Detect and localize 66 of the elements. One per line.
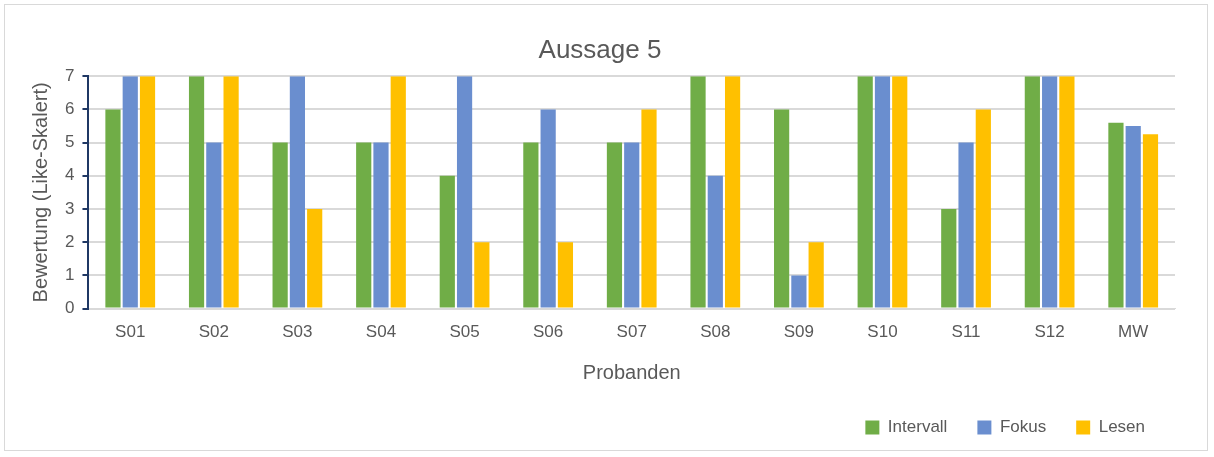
bar xyxy=(1042,76,1058,308)
x-tick-label: S11 xyxy=(951,322,981,342)
bar xyxy=(808,242,824,308)
x-tick-label: S10 xyxy=(867,322,898,342)
bar xyxy=(958,142,974,308)
bar xyxy=(641,109,657,308)
bar xyxy=(373,142,389,308)
bar xyxy=(206,142,222,308)
bar xyxy=(289,76,306,308)
bar xyxy=(139,76,156,308)
bar xyxy=(1024,76,1040,308)
bar xyxy=(307,209,323,308)
bar xyxy=(774,109,790,308)
bar xyxy=(540,109,556,308)
bar xyxy=(272,142,288,308)
bar xyxy=(606,142,623,308)
bar xyxy=(439,175,455,308)
bar xyxy=(523,142,539,308)
y-tick-label: 6 xyxy=(64,99,75,119)
bar xyxy=(1108,122,1124,308)
x-tick-label: S04 xyxy=(365,322,397,342)
bar xyxy=(105,109,121,308)
y-tick-label: 7 xyxy=(64,65,75,85)
bar xyxy=(857,76,873,308)
bar xyxy=(456,76,473,308)
x-tick-label: S12 xyxy=(1034,322,1065,342)
x-tick-label: S03 xyxy=(282,322,313,342)
legend-label: Fokus xyxy=(999,417,1047,437)
bar xyxy=(557,242,574,308)
y-tick-label: 0 xyxy=(64,298,75,318)
bar xyxy=(1059,76,1075,308)
y-tick-label: 5 xyxy=(64,132,75,152)
legend-label: Lesen xyxy=(1098,417,1146,437)
x-tick-label: S07 xyxy=(616,322,647,342)
bar xyxy=(892,76,908,308)
x-tick-label: S05 xyxy=(449,322,480,342)
bar xyxy=(1125,126,1141,308)
y-axis-title: Bewertung (Like-Skalert) xyxy=(28,82,51,303)
x-tick-label: S08 xyxy=(700,322,731,342)
bar xyxy=(690,76,706,308)
legend-label: Intervall xyxy=(887,417,948,437)
bar xyxy=(223,76,239,308)
bar xyxy=(975,109,991,308)
y-tick-label: 3 xyxy=(64,198,75,218)
y-tick-label: 1 xyxy=(64,265,75,285)
y-tick-label: 2 xyxy=(64,231,75,251)
x-tick-label: S02 xyxy=(198,322,229,342)
x-axis-title: Probanden xyxy=(582,360,681,383)
x-tick-label: MW xyxy=(1118,322,1149,342)
bar xyxy=(122,76,138,308)
x-tick-label: S01 xyxy=(115,322,146,342)
bar xyxy=(474,242,490,308)
x-tick-label: S06 xyxy=(533,322,564,342)
x-tick-label: S09 xyxy=(783,322,815,342)
bar xyxy=(791,275,807,308)
bar xyxy=(724,76,741,308)
bar xyxy=(874,76,891,308)
bar xyxy=(356,142,372,308)
y-tick-label: 4 xyxy=(64,165,75,185)
bar xyxy=(390,76,406,308)
bar xyxy=(188,76,205,308)
bar xyxy=(624,142,640,308)
bar xyxy=(941,209,957,308)
bar xyxy=(707,175,723,308)
chart-title: Aussage 5 xyxy=(538,33,662,64)
bar xyxy=(1142,134,1159,308)
